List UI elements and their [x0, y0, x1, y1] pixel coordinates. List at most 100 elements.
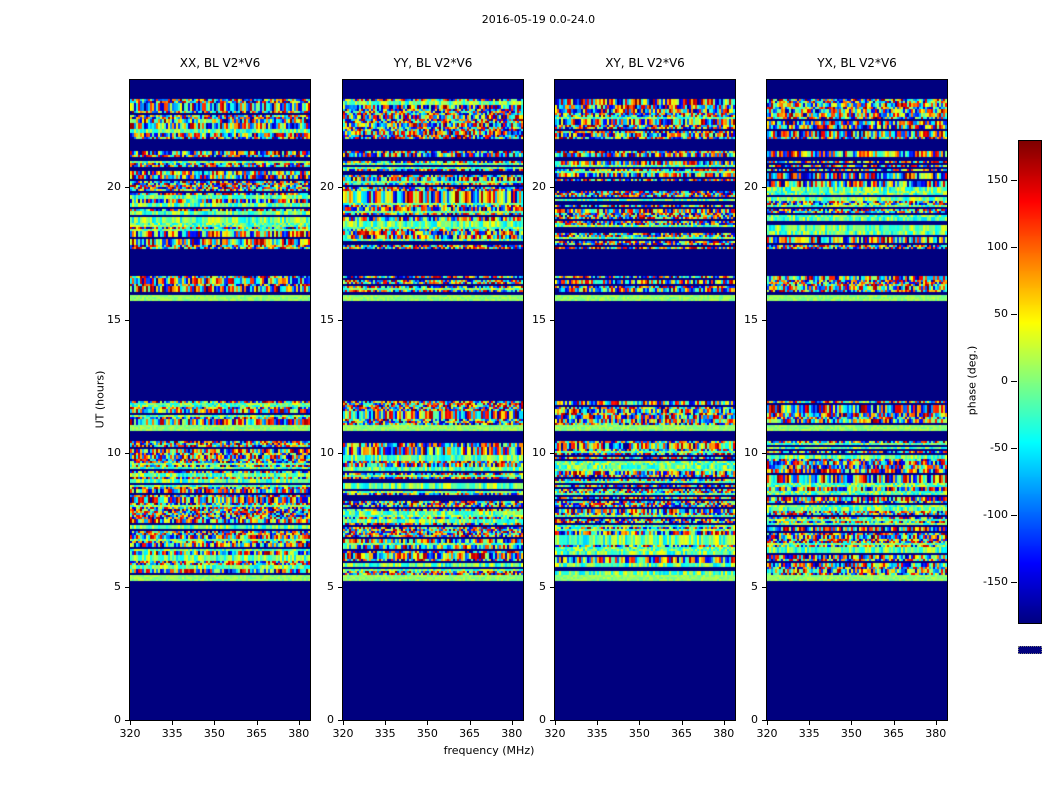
x-tick-label: 350: [628, 727, 650, 740]
colorbar-tick-mark: [1011, 180, 1017, 182]
x-tick-mark: [809, 721, 811, 725]
x-tick-mark: [851, 721, 853, 725]
panel-title: YY, BL V2*V6: [393, 56, 473, 70]
colorbar-tick-label: 100: [987, 240, 1008, 254]
panel-title: XX, BL V2*V6: [179, 56, 261, 70]
x-tick-mark: [555, 721, 556, 725]
x-tick-mark: [298, 721, 300, 725]
colorbar-extension: [1018, 646, 1042, 654]
x-tick-label: 380: [288, 727, 310, 740]
y-tick-mark: [338, 186, 342, 188]
x-tick-mark: [597, 721, 599, 725]
y-tick-mark: [125, 586, 129, 588]
y-tick-label: 15: [744, 313, 758, 326]
y-tick-label: 0: [114, 713, 121, 726]
figure-title: 2016-05-19 0.0-24.0: [481, 13, 596, 26]
x-tick-mark: [172, 721, 174, 725]
x-axis-label: frequency (MHz): [443, 744, 535, 757]
x-tick-label: 320: [756, 727, 778, 740]
colorbar-tick-mark: [1011, 247, 1017, 249]
heatmap-canvas: [342, 79, 524, 721]
y-tick-mark: [550, 720, 554, 721]
y-tick-label: 10: [744, 446, 758, 460]
y-tick-mark: [338, 320, 342, 321]
x-tick-mark: [639, 721, 641, 725]
y-tick-mark: [125, 186, 129, 188]
panel-title: XY, BL V2*V6: [605, 56, 685, 70]
colorbar-tick-label: -150: [983, 574, 1008, 588]
y-tick-label: 20: [532, 179, 546, 193]
x-tick-mark: [767, 721, 768, 725]
colorbar-tick-label: -100: [983, 507, 1008, 521]
x-tick-mark: [511, 721, 513, 725]
x-tick-mark: [723, 721, 725, 725]
y-tick-mark: [125, 453, 129, 455]
x-tick-label: 335: [374, 727, 396, 740]
y-tick-mark: [338, 720, 342, 721]
colorbar-label: phase (deg.): [965, 345, 979, 416]
x-tick-mark: [385, 721, 387, 725]
colorbar-tick-label: -50: [990, 440, 1008, 454]
y-tick-mark: [550, 320, 554, 321]
x-tick-label: 320: [544, 727, 566, 740]
y-tick-mark: [550, 186, 554, 188]
y-tick-label: 20: [107, 179, 121, 193]
colorbar-tick-mark: [1011, 514, 1017, 516]
y-tick-label: 15: [532, 313, 546, 326]
y-tick-label: 5: [114, 579, 121, 593]
colorbar-tick-label: 0: [1001, 374, 1008, 387]
x-tick-label: 365: [671, 727, 693, 740]
y-tick-mark: [762, 186, 766, 188]
y-tick-label: 15: [107, 313, 121, 326]
heatmap-canvas: [766, 79, 948, 721]
x-tick-label: 380: [925, 727, 947, 740]
y-tick-label: 5: [539, 579, 546, 593]
y-tick-label: 10: [532, 446, 546, 460]
heatmap-canvas: [129, 79, 311, 721]
y-tick-label: 5: [751, 579, 758, 593]
x-tick-label: 365: [883, 727, 905, 740]
y-tick-label: 5: [327, 579, 334, 593]
x-tick-label: 320: [332, 727, 354, 740]
x-tick-label: 380: [713, 727, 735, 740]
y-tick-label: 20: [320, 179, 334, 193]
y-tick-mark: [338, 586, 342, 588]
colorbar-tick-mark: [1011, 447, 1017, 449]
colorbar-tick-mark: [1011, 381, 1017, 382]
y-tick-label: 0: [751, 713, 758, 726]
x-tick-mark: [893, 721, 895, 725]
x-tick-mark: [343, 721, 344, 725]
x-tick-mark: [427, 721, 429, 725]
y-tick-mark: [550, 586, 554, 588]
y-tick-mark: [125, 320, 129, 321]
x-tick-label: 350: [416, 727, 438, 740]
y-tick-mark: [338, 453, 342, 455]
x-tick-label: 335: [798, 727, 820, 740]
x-tick-mark: [130, 721, 131, 725]
x-tick-mark: [469, 721, 471, 725]
x-tick-label: 320: [119, 727, 141, 740]
x-tick-label: 365: [246, 727, 268, 740]
heatmap-canvas: [554, 79, 736, 721]
y-tick-label: 10: [320, 446, 334, 460]
y-tick-mark: [550, 453, 554, 455]
colorbar-tick-mark: [1011, 581, 1017, 583]
x-tick-mark: [935, 721, 937, 725]
x-tick-label: 350: [840, 727, 862, 740]
colorbar-tick-label: 50: [994, 307, 1008, 321]
y-tick-label: 10: [107, 446, 121, 460]
y-tick-label: 0: [539, 713, 546, 726]
y-tick-mark: [762, 586, 766, 588]
y-axis-label: UT (hours): [93, 370, 107, 429]
x-tick-mark: [256, 721, 258, 725]
x-tick-label: 380: [501, 727, 523, 740]
x-tick-label: 365: [459, 727, 481, 740]
y-tick-mark: [762, 453, 766, 455]
y-tick-mark: [125, 720, 129, 721]
colorbar-gradient: [1018, 140, 1042, 624]
y-tick-label: 15: [320, 313, 334, 326]
y-tick-mark: [762, 320, 766, 321]
colorbar-tick-mark: [1011, 314, 1017, 316]
colorbar-tick-label: 150: [987, 173, 1008, 187]
